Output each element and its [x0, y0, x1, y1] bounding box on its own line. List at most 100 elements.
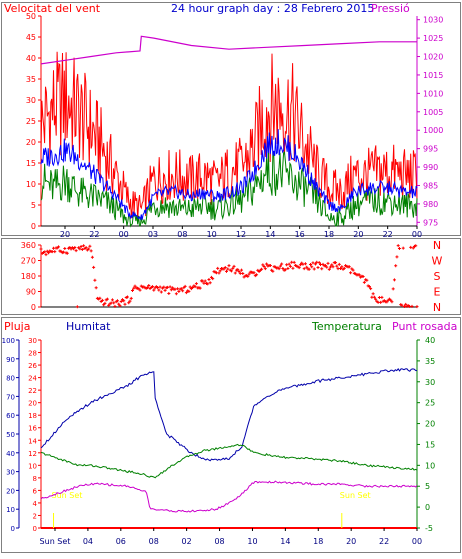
direction-point: [283, 268, 287, 272]
direction-point: [222, 267, 226, 271]
direction-point: [88, 244, 92, 248]
direction-point: [380, 295, 384, 299]
sunset-annotation: Sun Set: [52, 491, 83, 500]
direction-point: [362, 280, 366, 284]
direction-point: [44, 253, 48, 257]
rain-tick-label: 24: [28, 375, 37, 383]
direction-point: [379, 300, 383, 304]
direction-point: [112, 301, 116, 305]
humidity-tick-label: 70: [6, 393, 15, 401]
direction-point: [400, 303, 404, 307]
direction-point: [397, 246, 401, 250]
direction-point: [317, 261, 321, 265]
direction-point: [342, 266, 346, 270]
rain-tick-label: 20: [28, 400, 37, 408]
direction-point: [231, 266, 235, 270]
direction-point: [201, 279, 205, 283]
rain-tick-label: 6: [33, 487, 38, 495]
temperature-tick-label: 40: [425, 336, 435, 345]
direction-point: [176, 287, 180, 291]
direction-point: [305, 265, 309, 269]
dir-tick-label: 180: [21, 272, 36, 281]
direction-point: [334, 261, 338, 265]
dir-tick-label: 270: [21, 257, 36, 266]
series-dew-point: [40, 480, 418, 513]
wind-x-tick-label: 22: [383, 230, 393, 239]
temperature-tick-label: 10: [425, 461, 435, 470]
wind-x-tick-label: 18: [324, 230, 334, 239]
compass-label: N: [433, 239, 441, 252]
direction-point: [415, 305, 419, 309]
direction-point: [203, 279, 207, 283]
direction-point: [376, 300, 380, 304]
direction-point: [138, 288, 142, 292]
direction-point: [93, 278, 97, 282]
direction-point: [409, 245, 413, 249]
direction-point: [63, 247, 67, 251]
direction-point: [277, 267, 281, 271]
wind-x-tick-label: 22: [89, 230, 99, 239]
wind-tick-label: 15: [26, 159, 36, 168]
rain-tick-label: 16: [28, 425, 37, 433]
pressure-tick-label: 1015: [423, 71, 443, 80]
dir-tick-label: 90: [26, 288, 36, 297]
wind-tick-label: 0: [31, 222, 36, 231]
wind-tick-label: 5: [31, 201, 36, 210]
direction-point: [308, 262, 312, 266]
wind-x-tick-label: 20: [60, 230, 70, 239]
direction-point: [298, 263, 302, 267]
direction-point: [125, 295, 129, 299]
wind-plot: 0510152025303540455097598098599099510001…: [26, 12, 444, 239]
humidity-x-tick-label: 00: [412, 537, 422, 546]
direction-point: [118, 304, 122, 308]
dew-point-label: Punt rosada: [392, 320, 457, 333]
direction-point: [313, 262, 317, 266]
direction-point: [349, 271, 353, 275]
direction-point: [335, 264, 339, 268]
sunset-annotation: Sun Set: [340, 491, 371, 500]
direction-point: [127, 301, 131, 305]
direction-point: [247, 272, 251, 276]
direction-point: [404, 302, 408, 306]
direction-point: [288, 264, 292, 268]
direction-point: [336, 267, 340, 271]
humidity-tick-label: 30: [6, 469, 15, 477]
direction-point: [50, 250, 54, 254]
direction-point: [169, 288, 173, 292]
compass-label: N: [433, 301, 441, 314]
humidity-tick-label: 40: [6, 450, 15, 458]
direction-point: [198, 286, 202, 290]
direction-point: [337, 262, 341, 266]
direction-point: [147, 283, 151, 287]
rain-tick-label: 10: [28, 462, 37, 470]
direction-point: [278, 264, 282, 268]
humidity-x-tick-label: 18: [313, 537, 323, 546]
direction-point: [325, 265, 329, 269]
direction-point: [158, 285, 162, 289]
direction-point: [232, 264, 236, 268]
direction-point: [45, 249, 49, 253]
humidity-tick-label: 100: [2, 337, 15, 345]
series-temperature: [40, 443, 418, 479]
wind-tick-label: 25: [26, 117, 36, 126]
direction-point: [119, 299, 123, 303]
direction-point: [326, 261, 330, 265]
direction-point: [240, 268, 244, 272]
direction-point: [87, 247, 91, 251]
direction-point: [191, 285, 195, 289]
wind-tick-label: 35: [26, 75, 36, 84]
humidity-x-tick-label: 02: [182, 537, 192, 546]
direction-point: [53, 250, 57, 254]
direction-point: [188, 285, 192, 289]
compass-label: S: [434, 270, 441, 283]
direction-point: [211, 277, 215, 281]
humidity-x-tick-label: 14: [280, 537, 290, 546]
direction-point: [330, 263, 334, 267]
pressure-label: Pressió: [371, 2, 410, 15]
humidity-label: Humitat: [66, 320, 111, 333]
direction-point: [129, 296, 133, 300]
direction-point: [133, 284, 137, 288]
direction-point: [263, 267, 267, 271]
direction-point: [193, 285, 197, 289]
direction-point: [109, 301, 113, 305]
